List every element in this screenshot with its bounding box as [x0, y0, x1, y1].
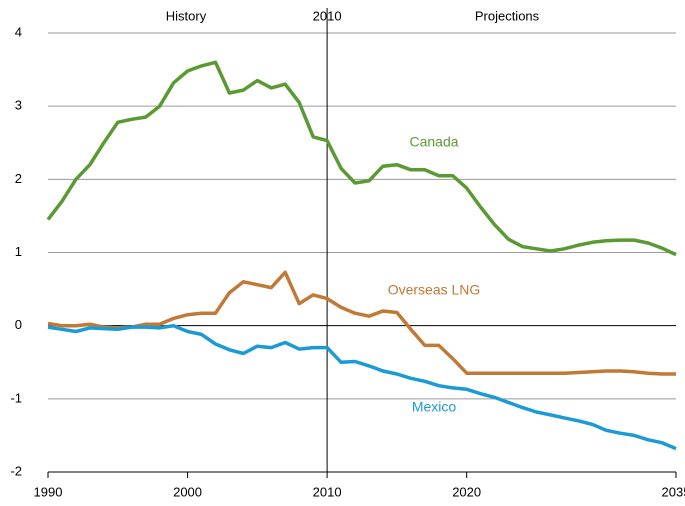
y-tick-label: 2 [15, 171, 22, 186]
series-label: Canada [409, 134, 458, 150]
y-tick-label: 0 [15, 317, 22, 332]
x-tick-label: 2020 [452, 484, 481, 499]
x-tick-label: 2010 [313, 484, 342, 499]
series-label: Overseas LNG [388, 282, 481, 298]
annotation: History [166, 8, 207, 23]
y-tick-label: -1 [10, 390, 22, 405]
series-line [46, 60, 677, 257]
y-tick-label: 1 [15, 244, 22, 259]
x-tick-label: 2035 [662, 484, 685, 499]
y-tick-label: 4 [15, 24, 22, 39]
y-tick-label: 3 [15, 98, 22, 113]
divider-label: 2010 [313, 8, 342, 23]
series-line [47, 323, 677, 451]
x-tick-label: 1990 [34, 484, 63, 499]
y-tick-label: -2 [10, 463, 22, 478]
x-tick-label: 2000 [173, 484, 202, 499]
series-label: Mexico [412, 399, 457, 415]
series-line [47, 270, 676, 376]
annotation: Projections [475, 8, 540, 23]
